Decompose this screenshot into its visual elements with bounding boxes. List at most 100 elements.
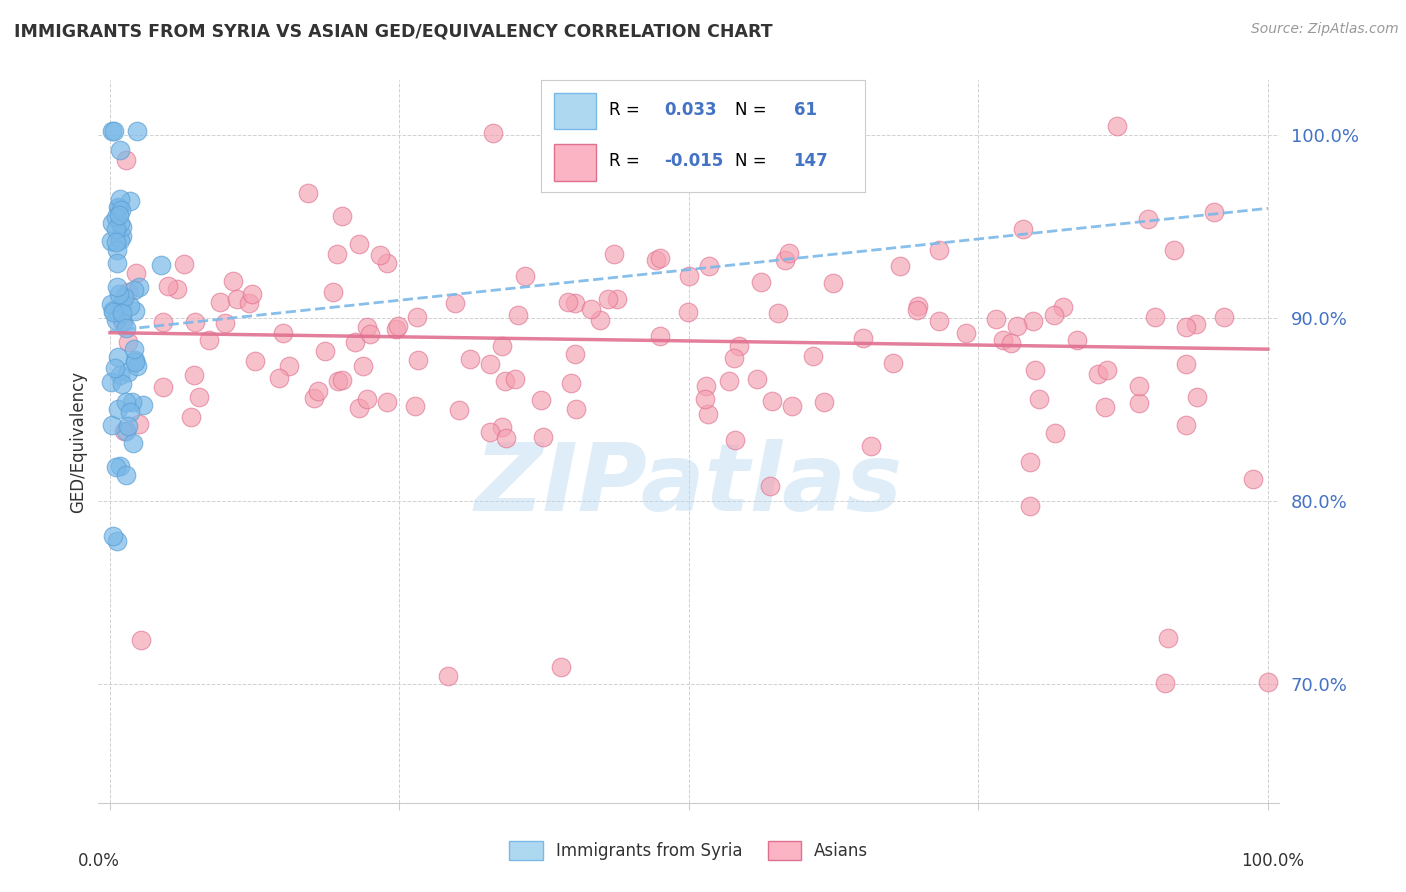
Point [882, 356, 904, 370]
Point [447, 402, 470, 417]
Point [356, 319, 378, 334]
Point [152, 380, 174, 394]
Point [359, 326, 381, 341]
Point [513, 268, 536, 283]
Point [129, 633, 152, 648]
Point [347, 237, 370, 252]
Point [1095, 363, 1118, 377]
Point [101, 302, 124, 317]
Point [328, 374, 350, 388]
Point [821, 276, 844, 290]
Point [1202, 204, 1225, 219]
Point [565, 401, 588, 416]
Point [243, 354, 266, 368]
Text: 0.0%: 0.0% [77, 852, 120, 870]
Point [117, 334, 139, 349]
Point [1107, 119, 1129, 133]
Point [761, 394, 783, 409]
Point [1257, 675, 1279, 690]
Point [1128, 379, 1150, 393]
Point [1213, 310, 1236, 325]
Point [322, 285, 344, 299]
Point [314, 343, 336, 358]
Point [332, 373, 354, 387]
Point [579, 302, 602, 317]
Point [444, 296, 467, 310]
Point [1094, 400, 1116, 414]
Text: -0.015: -0.015 [664, 153, 724, 170]
Text: IMMIGRANTS FROM SYRIA VS ASIAN GED/EQUIVALENCY CORRELATION CHART: IMMIGRANTS FROM SYRIA VS ASIAN GED/EQUIV… [14, 22, 773, 40]
Point [108, 192, 131, 206]
Point [531, 430, 554, 444]
Legend: Immigrants from Syria, Asians: Immigrants from Syria, Asians [503, 834, 875, 867]
Point [110, 459, 132, 474]
Point [107, 351, 129, 365]
Point [889, 260, 911, 274]
Point [678, 268, 700, 283]
Point [101, 305, 124, 319]
Point [124, 355, 146, 369]
Text: Source: ZipAtlas.com: Source: ZipAtlas.com [1251, 22, 1399, 37]
Point [602, 246, 624, 260]
Point [117, 365, 139, 379]
Point [107, 200, 129, 214]
Point [375, 256, 398, 270]
Point [183, 315, 205, 329]
Point [132, 398, 155, 412]
Point [478, 425, 501, 439]
Point [326, 247, 349, 261]
Point [111, 297, 134, 311]
Point [1018, 499, 1040, 513]
Point [404, 399, 426, 413]
Point [125, 359, 148, 373]
Point [104, 210, 127, 224]
Point [724, 433, 747, 447]
Point [1136, 212, 1159, 227]
Point [1174, 418, 1197, 433]
Point [905, 303, 928, 318]
Point [104, 361, 127, 376]
Point [1066, 334, 1088, 348]
Text: ZIPatlas: ZIPatlas [475, 439, 903, 531]
Point [479, 357, 502, 371]
Point [183, 368, 205, 382]
Point [530, 392, 553, 407]
Point [222, 274, 245, 288]
Point [173, 257, 195, 271]
Point [598, 292, 620, 306]
Point [115, 467, 138, 482]
Point [128, 279, 150, 293]
Point [105, 256, 128, 270]
Point [481, 126, 503, 140]
Point [112, 315, 135, 329]
Point [100, 375, 122, 389]
Point [1185, 317, 1208, 331]
Point [564, 347, 586, 361]
Point [1187, 390, 1209, 404]
Text: R =: R = [609, 101, 645, 119]
Point [1028, 392, 1050, 406]
Point [111, 219, 134, 234]
Point [606, 292, 628, 306]
Point [436, 669, 458, 683]
Point [564, 295, 586, 310]
Point [105, 533, 128, 548]
Point [110, 314, 132, 328]
Point [238, 295, 260, 310]
Point [780, 399, 803, 413]
Point [108, 208, 131, 222]
Point [117, 285, 139, 299]
Text: 147: 147 [793, 153, 828, 170]
Point [491, 419, 513, 434]
Point [645, 252, 668, 267]
Point [1157, 631, 1180, 645]
Point [152, 315, 174, 329]
Point [1174, 320, 1197, 334]
Point [375, 394, 398, 409]
Point [105, 279, 128, 293]
Point [120, 299, 142, 313]
Text: 0.033: 0.033 [664, 101, 717, 119]
Point [1154, 675, 1177, 690]
Point [180, 409, 202, 424]
Point [1174, 358, 1197, 372]
